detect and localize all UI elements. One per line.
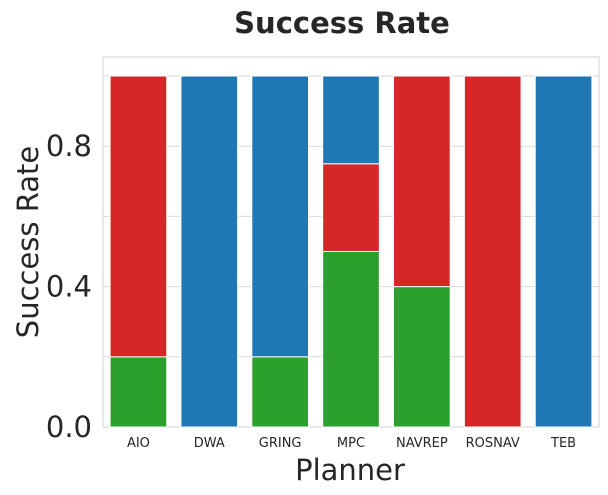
bar-segment <box>322 163 380 252</box>
bar-segment <box>322 251 380 428</box>
x-tick-label: ROSNAV <box>466 436 520 451</box>
x-axis-label: Planner <box>295 453 405 487</box>
x-tick-label: GRING <box>259 436 302 451</box>
bar-segment <box>322 75 380 165</box>
x-tick-label: TEB <box>550 436 576 451</box>
bar-segment <box>534 75 593 428</box>
y-tick-label: 0.8 <box>46 129 92 163</box>
bar-segment <box>463 75 522 428</box>
bar-segment <box>251 356 309 428</box>
bar-segment <box>109 356 168 428</box>
bars <box>109 75 593 428</box>
bar-segment <box>393 75 451 288</box>
bar-segment <box>393 286 451 428</box>
bar-segment <box>180 75 239 428</box>
x-tick-label: DWA <box>194 436 225 451</box>
bar-segment <box>109 75 168 358</box>
y-tick-label: 0.4 <box>46 270 92 304</box>
bar-segment <box>251 75 309 358</box>
x-tick-label: MPC <box>337 436 365 451</box>
y-axis-label: Success Rate <box>11 146 45 338</box>
y-ticks: 0.0 0.4 0.8 <box>46 129 92 444</box>
x-tick-label: AIO <box>127 436 150 451</box>
y-tick-label: 0.0 <box>46 410 92 444</box>
x-ticks: AIO DWA GRING MPC NAVREP ROSNAV TEB <box>127 436 576 451</box>
chart-title: Success Rate <box>234 6 450 40</box>
x-tick-label: NAVREP <box>396 436 448 451</box>
